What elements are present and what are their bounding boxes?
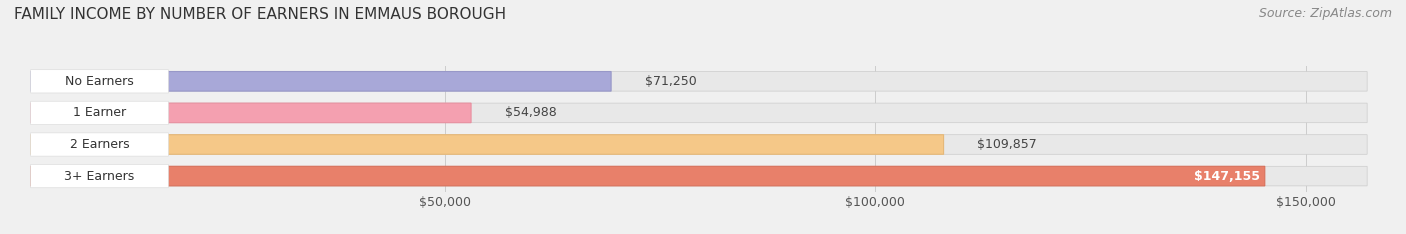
FancyBboxPatch shape xyxy=(31,72,1367,91)
FancyBboxPatch shape xyxy=(31,101,169,124)
FancyBboxPatch shape xyxy=(31,165,169,188)
Text: FAMILY INCOME BY NUMBER OF EARNERS IN EMMAUS BOROUGH: FAMILY INCOME BY NUMBER OF EARNERS IN EM… xyxy=(14,7,506,22)
Text: 1 Earner: 1 Earner xyxy=(73,106,127,119)
Text: No Earners: No Earners xyxy=(65,75,134,88)
FancyBboxPatch shape xyxy=(31,103,1367,123)
Text: Source: ZipAtlas.com: Source: ZipAtlas.com xyxy=(1258,7,1392,20)
FancyBboxPatch shape xyxy=(31,133,169,156)
Text: 3+ Earners: 3+ Earners xyxy=(65,170,135,183)
FancyBboxPatch shape xyxy=(31,70,169,93)
Text: $54,988: $54,988 xyxy=(505,106,557,119)
FancyBboxPatch shape xyxy=(31,135,1367,154)
FancyBboxPatch shape xyxy=(31,72,612,91)
FancyBboxPatch shape xyxy=(31,166,1367,186)
Text: $147,155: $147,155 xyxy=(1194,170,1260,183)
FancyBboxPatch shape xyxy=(31,103,471,123)
FancyBboxPatch shape xyxy=(31,135,943,154)
Text: $109,857: $109,857 xyxy=(977,138,1038,151)
FancyBboxPatch shape xyxy=(31,166,1265,186)
Text: 2 Earners: 2 Earners xyxy=(70,138,129,151)
Text: $71,250: $71,250 xyxy=(645,75,696,88)
